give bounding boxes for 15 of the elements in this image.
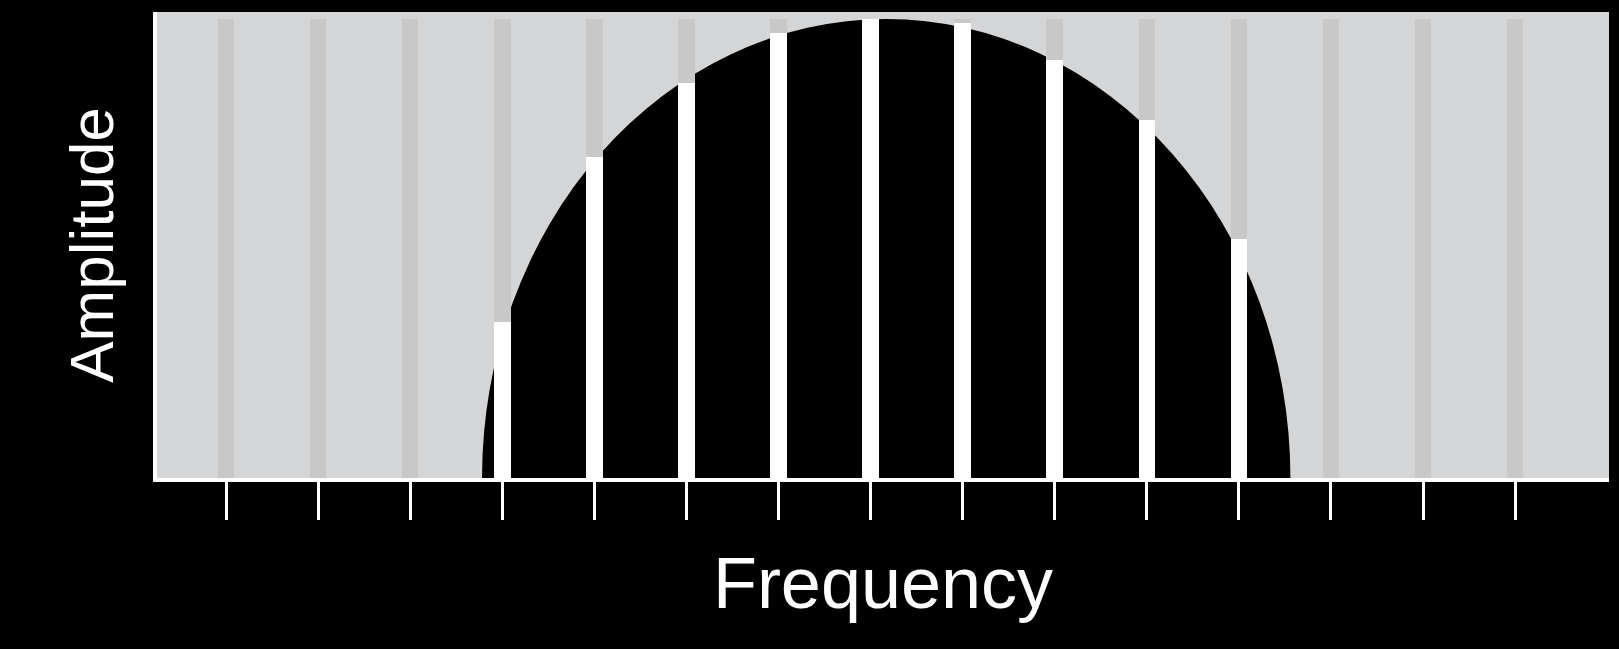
bar	[1138, 18, 1156, 120]
bar	[1322, 18, 1340, 478]
bar	[678, 18, 695, 84]
x-axis-title: Frequency	[712, 543, 1054, 624]
y-axis-title: Amplitude	[57, 107, 127, 383]
bar	[1230, 18, 1248, 240]
bar	[401, 18, 419, 478]
bar	[770, 18, 787, 33]
bar	[1414, 18, 1432, 478]
bar	[217, 18, 235, 478]
bar	[493, 18, 511, 322]
bar	[1506, 18, 1524, 478]
bar	[586, 18, 603, 157]
bar	[309, 18, 327, 478]
bar	[1046, 18, 1063, 61]
